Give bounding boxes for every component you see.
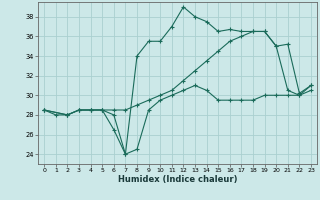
X-axis label: Humidex (Indice chaleur): Humidex (Indice chaleur): [118, 175, 237, 184]
